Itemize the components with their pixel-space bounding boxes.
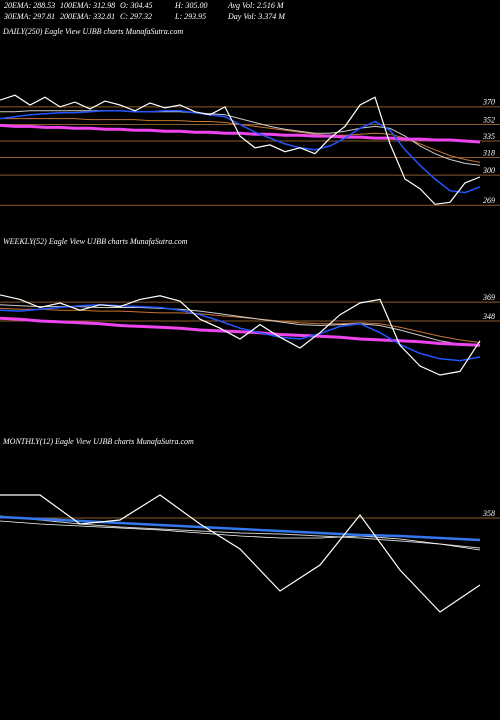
- header-stat: O: 304.45: [120, 1, 152, 10]
- series-line: [0, 307, 481, 344]
- price-level-label: 269: [483, 196, 495, 205]
- panel-title: MONTHLY(12) Eagle View UJBB charts Munaf…: [2, 437, 194, 446]
- price-level-label: 300: [482, 166, 495, 175]
- header-stat: 100EMA: 312.98: [60, 1, 115, 10]
- price-level-label: 352: [482, 115, 495, 124]
- price-level-label: 348: [482, 312, 495, 321]
- price-level-label: 335: [482, 132, 495, 141]
- series-line: [0, 515, 481, 542]
- series-line: [0, 520, 481, 551]
- series-line: [0, 110, 481, 194]
- panel-title: WEEKLY(52) Eagle View UJBB charts Munafa…: [3, 237, 188, 246]
- header-stat: Avg Vol: 2.516 M: [227, 1, 285, 10]
- header-stat: L: 293.95: [174, 12, 206, 21]
- price-level-label: 358: [482, 509, 495, 518]
- header-stat: 20EMA: 288.53: [4, 1, 55, 10]
- header-stat: C: 297.32: [120, 12, 152, 21]
- series-line: [0, 316, 481, 347]
- price-level-label: 370: [482, 98, 495, 107]
- series-line: [0, 494, 481, 613]
- series-line: [0, 304, 481, 347]
- series-line: [0, 110, 481, 166]
- price-level-label: 369: [482, 293, 495, 302]
- price-level-label: 318: [482, 148, 495, 157]
- header-stat: 30EMA: 297.81: [3, 12, 55, 21]
- series-line: [0, 94, 481, 205]
- header-stat: H: 305.00: [174, 1, 207, 10]
- header-stat: Day Vol: 3.374 M: [227, 12, 286, 21]
- series-line: [0, 123, 481, 144]
- header-stat: 200EMA: 332.81: [60, 12, 115, 21]
- series-line: [0, 294, 481, 376]
- panel-title: DAILY(250) Eagle View UJBB charts Munafa…: [2, 27, 183, 36]
